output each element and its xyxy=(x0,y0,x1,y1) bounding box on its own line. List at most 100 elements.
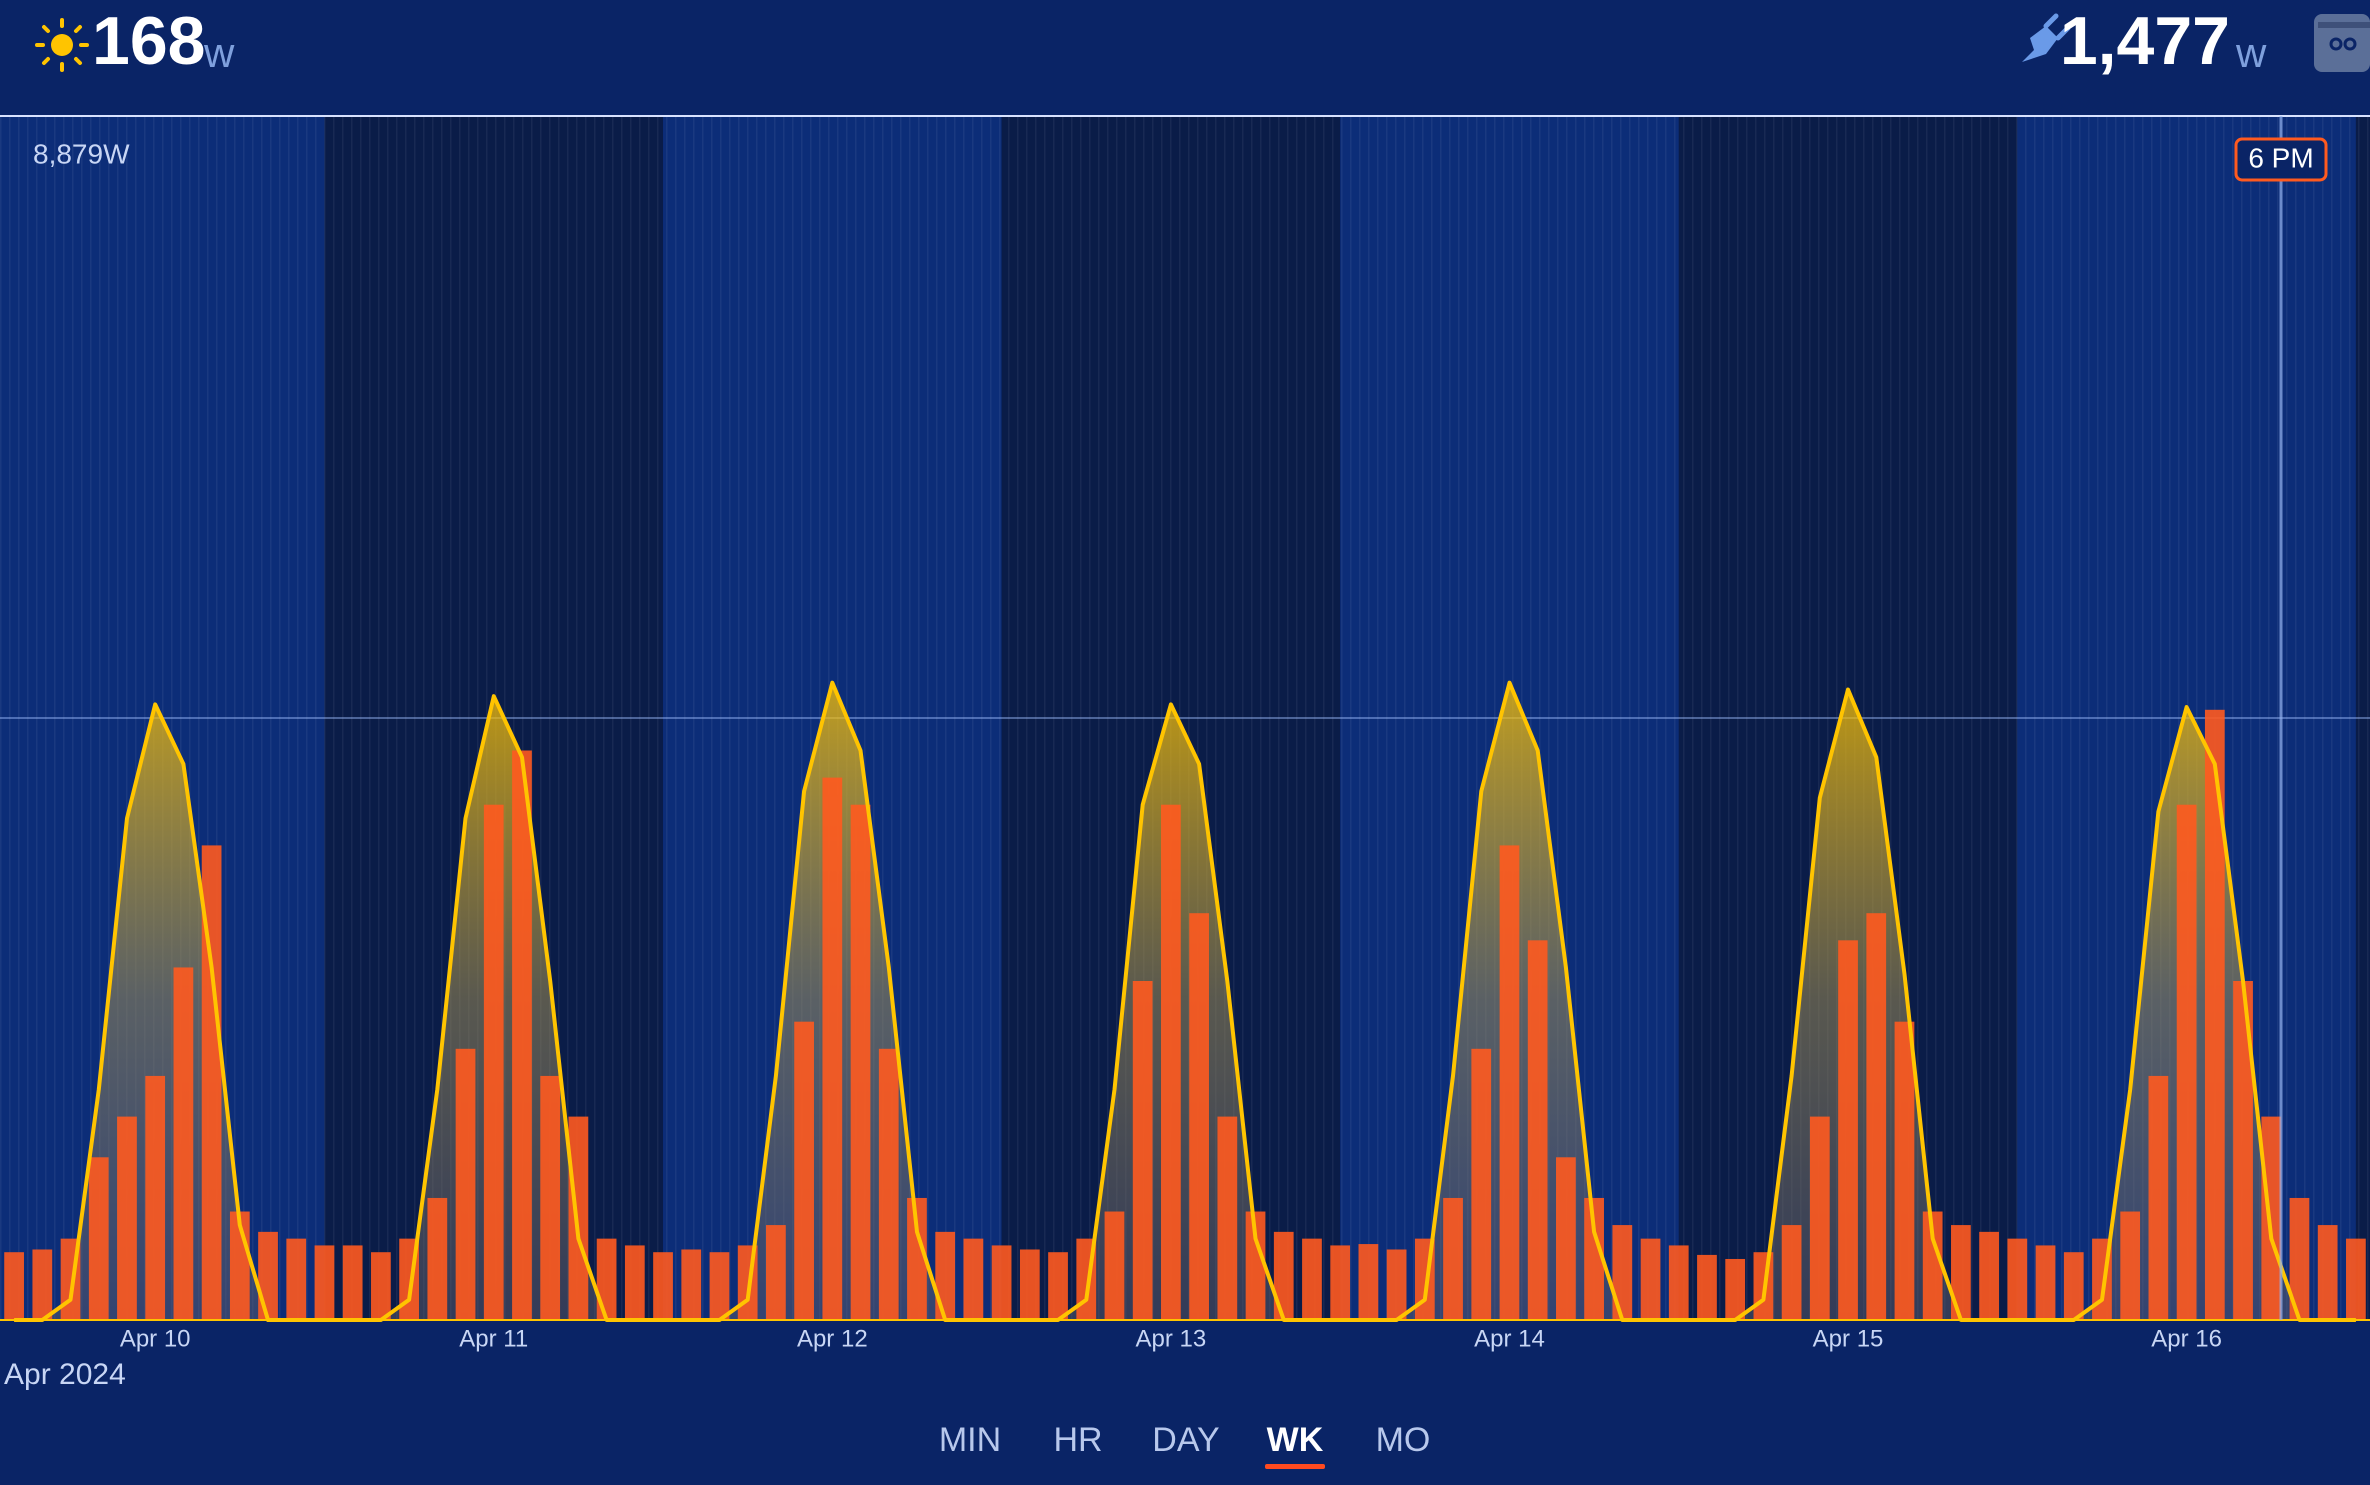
tab[interactable]: WK xyxy=(1267,1421,1324,1459)
consumption-bar xyxy=(201,845,222,1320)
consumption-bar xyxy=(1443,1197,1463,1320)
cursor-box xyxy=(2234,137,2328,182)
consumption-bar xyxy=(1838,940,1858,1320)
consumption-bar xyxy=(596,1238,617,1320)
consumption-bar xyxy=(766,1225,786,1320)
consumption-bar xyxy=(991,1245,1012,1320)
x-tick-label: Apr 14 xyxy=(1474,1325,1545,1352)
consumption-bar xyxy=(2204,709,2225,1320)
consumption-bar xyxy=(145,1075,166,1320)
consumption-bar xyxy=(1048,1252,1068,1320)
consumption-value: 1,477 xyxy=(2060,3,2230,79)
consumption-bar xyxy=(483,804,504,1320)
consumption-bar xyxy=(2261,1116,2282,1320)
consumption-bar xyxy=(512,750,532,1320)
consumption-bar xyxy=(1161,804,1181,1320)
consumption-bar xyxy=(1132,980,1153,1320)
consumption-bar xyxy=(1386,1249,1407,1320)
consumption-bar xyxy=(1019,1249,1040,1320)
plot: 8,879W Apr 10 Apr 11 Apr 12 Apr 13 Apr 14 Apr … xyxy=(0,115,2370,1352)
consumption-bar xyxy=(822,777,843,1320)
tab[interactable]: DAY xyxy=(1152,1421,1219,1459)
consumption-bar xyxy=(2317,1225,2338,1320)
consumption-bar xyxy=(1217,1116,1238,1320)
consumption-bar xyxy=(1330,1245,1351,1320)
consumption-bar xyxy=(286,1238,307,1320)
consumption-bar xyxy=(2289,1197,2310,1320)
consumption-bar xyxy=(1922,1211,1943,1320)
consumption-bar xyxy=(1668,1245,1689,1320)
x-tick-label: Apr 12 xyxy=(797,1325,868,1352)
consumption-bar xyxy=(2035,1245,2056,1320)
range-tabs: MIN HR DAY WK MO xyxy=(939,1421,1431,1469)
consumption-bar xyxy=(1499,845,1520,1320)
consumption-bar xyxy=(342,1245,363,1320)
consumption-bar xyxy=(709,1252,730,1320)
consumption-bar xyxy=(173,967,194,1320)
solar-value: 168 xyxy=(92,3,205,79)
consumption-bar xyxy=(1273,1231,1294,1320)
consumption-bar xyxy=(1951,1225,1971,1320)
consumption-bar xyxy=(935,1231,956,1320)
solar-area xyxy=(14,682,2356,1320)
consumption-bar xyxy=(1471,1048,1492,1320)
consumption-bar xyxy=(371,1252,391,1320)
consumption-bar xyxy=(2176,804,2197,1320)
consumption-bar xyxy=(624,1245,645,1320)
consumption-bar xyxy=(117,1116,137,1320)
consumption-bar xyxy=(4,1252,24,1320)
consumption-bar xyxy=(1894,1021,1915,1320)
consumption-bar xyxy=(1697,1254,1717,1320)
consumption-bar xyxy=(1809,1116,1830,1320)
sun-icon xyxy=(35,18,89,72)
consumption-bar xyxy=(794,1021,814,1320)
tab-underline xyxy=(1265,1464,1325,1469)
consumption-bar xyxy=(2007,1238,2028,1320)
consumption-bar xyxy=(1556,1157,1576,1320)
period-label: Apr 2024 xyxy=(4,1358,126,1391)
consumption-bar xyxy=(963,1238,984,1320)
consumption-bar xyxy=(1245,1211,1266,1320)
consumption-bar xyxy=(1979,1231,1999,1320)
device-icon[interactable] xyxy=(2314,14,2370,72)
consumption-bar xyxy=(1104,1211,1125,1320)
consumption-bar xyxy=(850,804,871,1320)
consumption-bar xyxy=(1358,1244,1379,1320)
consumption-bar xyxy=(1612,1225,1633,1320)
consumption-bar xyxy=(540,1075,561,1320)
x-tick-label: Apr 15 xyxy=(1813,1325,1884,1352)
consumption-bar xyxy=(1866,913,1887,1320)
consumption-bar xyxy=(1640,1238,1661,1320)
consumption-bar xyxy=(1302,1238,1322,1320)
consumption-bar xyxy=(1725,1258,1746,1320)
consumption-bar xyxy=(2063,1252,2084,1320)
tab[interactable]: MIN xyxy=(939,1421,1001,1459)
tab[interactable]: MO xyxy=(1376,1421,1431,1459)
plug-icon xyxy=(2022,13,2071,62)
consumption-bar xyxy=(681,1249,702,1320)
consumption-bar xyxy=(1781,1225,1802,1320)
tab[interactable]: HR xyxy=(1053,1421,1102,1459)
consumption-bar xyxy=(88,1157,109,1320)
consumption-bar xyxy=(32,1249,53,1320)
consumption-bar xyxy=(568,1116,589,1320)
consumption-bar xyxy=(653,1252,673,1320)
consumption-bar xyxy=(2233,980,2253,1320)
y-tick-label: 8,879W xyxy=(33,138,130,169)
x-tick-label: Apr 16 xyxy=(2151,1325,2222,1352)
consumption-bar xyxy=(907,1197,927,1320)
consumption-bar xyxy=(2346,1238,2366,1320)
consumption-bar xyxy=(878,1048,899,1320)
consumption-unit: w xyxy=(2235,29,2267,76)
consumption-bar xyxy=(2120,1211,2141,1320)
x-tick-label: Apr 11 xyxy=(459,1325,528,1352)
consumption-bar xyxy=(1527,940,1548,1320)
consumption-bar xyxy=(455,1048,476,1320)
consumption-bar xyxy=(2148,1075,2169,1320)
solar-unit: w xyxy=(203,29,235,76)
cursor-label: 6 PM xyxy=(2248,142,2313,173)
consumption-bar xyxy=(314,1245,335,1320)
consumption-bar xyxy=(1584,1197,1604,1320)
consumption-bar xyxy=(258,1231,278,1320)
